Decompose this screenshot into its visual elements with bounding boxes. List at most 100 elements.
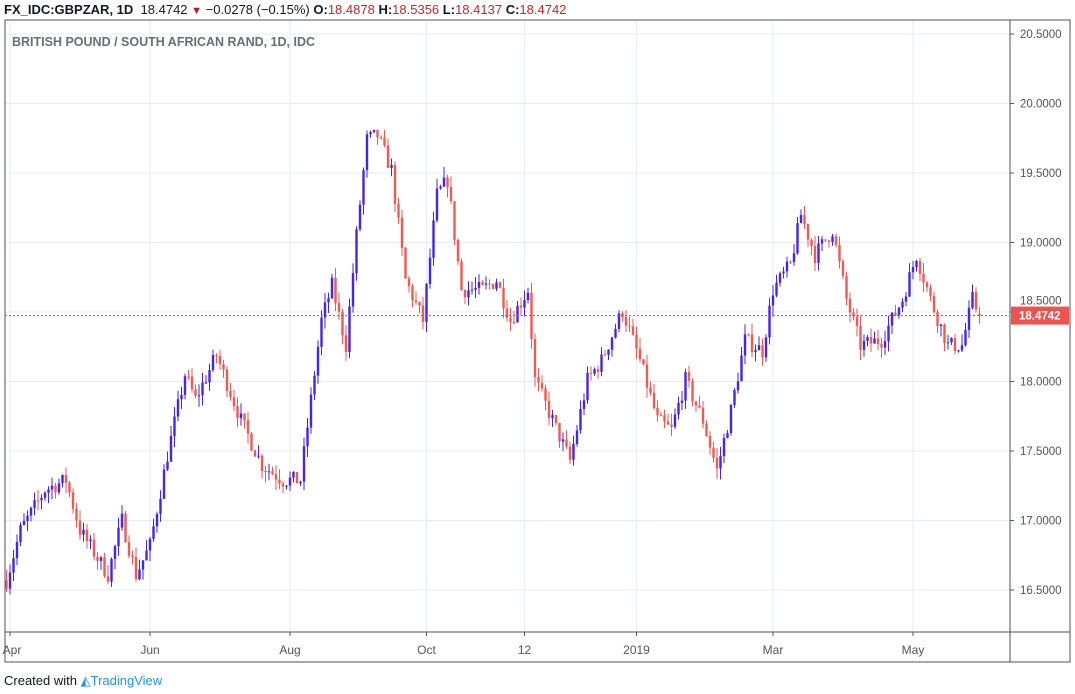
candle <box>344 325 348 361</box>
candle <box>537 368 540 392</box>
candle <box>862 334 866 357</box>
candle-body <box>225 369 229 391</box>
candle <box>789 260 792 264</box>
high-value: 18.5356 <box>392 2 440 17</box>
candle-body <box>425 283 428 322</box>
candle <box>229 382 232 401</box>
candle-body <box>446 177 449 188</box>
candle-body <box>120 513 124 528</box>
candle-body <box>421 305 425 322</box>
candle-body <box>715 457 719 469</box>
candle-body <box>859 326 862 350</box>
candle <box>677 396 680 420</box>
low-label: L: <box>442 2 456 17</box>
candle <box>477 274 481 295</box>
candle-body <box>491 284 495 289</box>
y-tick-label: 18.0000 <box>1020 377 1062 389</box>
candle <box>162 464 166 500</box>
candle-body <box>936 311 939 327</box>
candle-body <box>722 438 726 457</box>
candle <box>211 349 215 373</box>
candle <box>600 347 603 377</box>
candle-body <box>736 381 740 391</box>
candle-body <box>579 408 582 431</box>
candle <box>110 557 113 587</box>
candle <box>974 287 978 313</box>
candle <box>323 292 327 329</box>
candle-body <box>792 253 796 263</box>
candle <box>831 233 834 246</box>
tradingview-link[interactable]: TradingView <box>90 673 163 688</box>
candle-body <box>463 290 467 298</box>
y-tick-label: 17.5000 <box>1020 446 1062 458</box>
candle <box>848 292 852 323</box>
candle-body <box>61 474 64 484</box>
candle-body <box>666 421 670 425</box>
candle <box>474 277 477 299</box>
candle-body <box>68 482 71 493</box>
low-value: 18.4137 <box>455 2 503 17</box>
candle-body <box>344 335 348 352</box>
candle-body <box>978 313 981 316</box>
candle-body <box>533 339 537 378</box>
candle <box>771 285 775 317</box>
candle-body <box>719 456 722 469</box>
candle-body <box>817 243 820 264</box>
candle <box>827 239 831 248</box>
candle-body <box>218 355 222 365</box>
candle-body <box>267 471 271 473</box>
candle <box>418 301 421 314</box>
candle <box>183 373 187 400</box>
candle-body <box>288 477 292 486</box>
candle-body <box>477 282 481 288</box>
candle-body <box>474 287 477 290</box>
candle <box>8 564 12 595</box>
candle <box>390 158 393 177</box>
candle-body <box>180 394 183 400</box>
candle <box>946 334 950 350</box>
candle-body <box>509 317 512 322</box>
candle <box>463 289 467 305</box>
created-with-text: Created with <box>4 673 77 688</box>
candle <box>512 310 516 325</box>
candle <box>498 281 502 289</box>
candle-body <box>92 539 96 557</box>
candle <box>453 200 456 246</box>
candle-body <box>208 369 211 383</box>
candle <box>302 437 306 491</box>
candle <box>397 197 400 225</box>
candle-body <box>873 338 876 344</box>
y-tick-label: 20.5000 <box>1020 29 1062 41</box>
candle <box>680 390 684 411</box>
candle <box>495 278 498 291</box>
x-tick-label: Jun <box>140 643 159 657</box>
candle <box>208 363 211 391</box>
candle-body <box>519 305 523 308</box>
candle-body <box>824 239 827 241</box>
candle <box>673 408 677 430</box>
candle-body <box>841 261 845 277</box>
chart-title: BRITISH POUND / SOUTH AFRICAN RAND, 1D, … <box>12 35 315 49</box>
candle <box>901 298 904 313</box>
close-label: C: <box>505 2 520 17</box>
candle <box>393 161 397 212</box>
candle <box>187 370 190 381</box>
candle <box>565 430 568 449</box>
candle <box>43 491 47 502</box>
candle-body <box>106 576 110 582</box>
candle-body <box>379 137 383 139</box>
candle <box>236 397 239 428</box>
candle-body <box>796 223 799 254</box>
candle <box>719 446 722 480</box>
candle-body <box>733 390 736 406</box>
candle-body <box>432 220 435 258</box>
candle-body <box>183 376 187 395</box>
candle-body <box>624 316 628 326</box>
candle-body <box>883 341 887 348</box>
candle-body <box>57 483 61 493</box>
candle <box>554 414 558 426</box>
down-triangle-icon: ▼ <box>191 5 203 17</box>
candle-body <box>281 483 285 487</box>
candle-body <box>211 355 215 370</box>
